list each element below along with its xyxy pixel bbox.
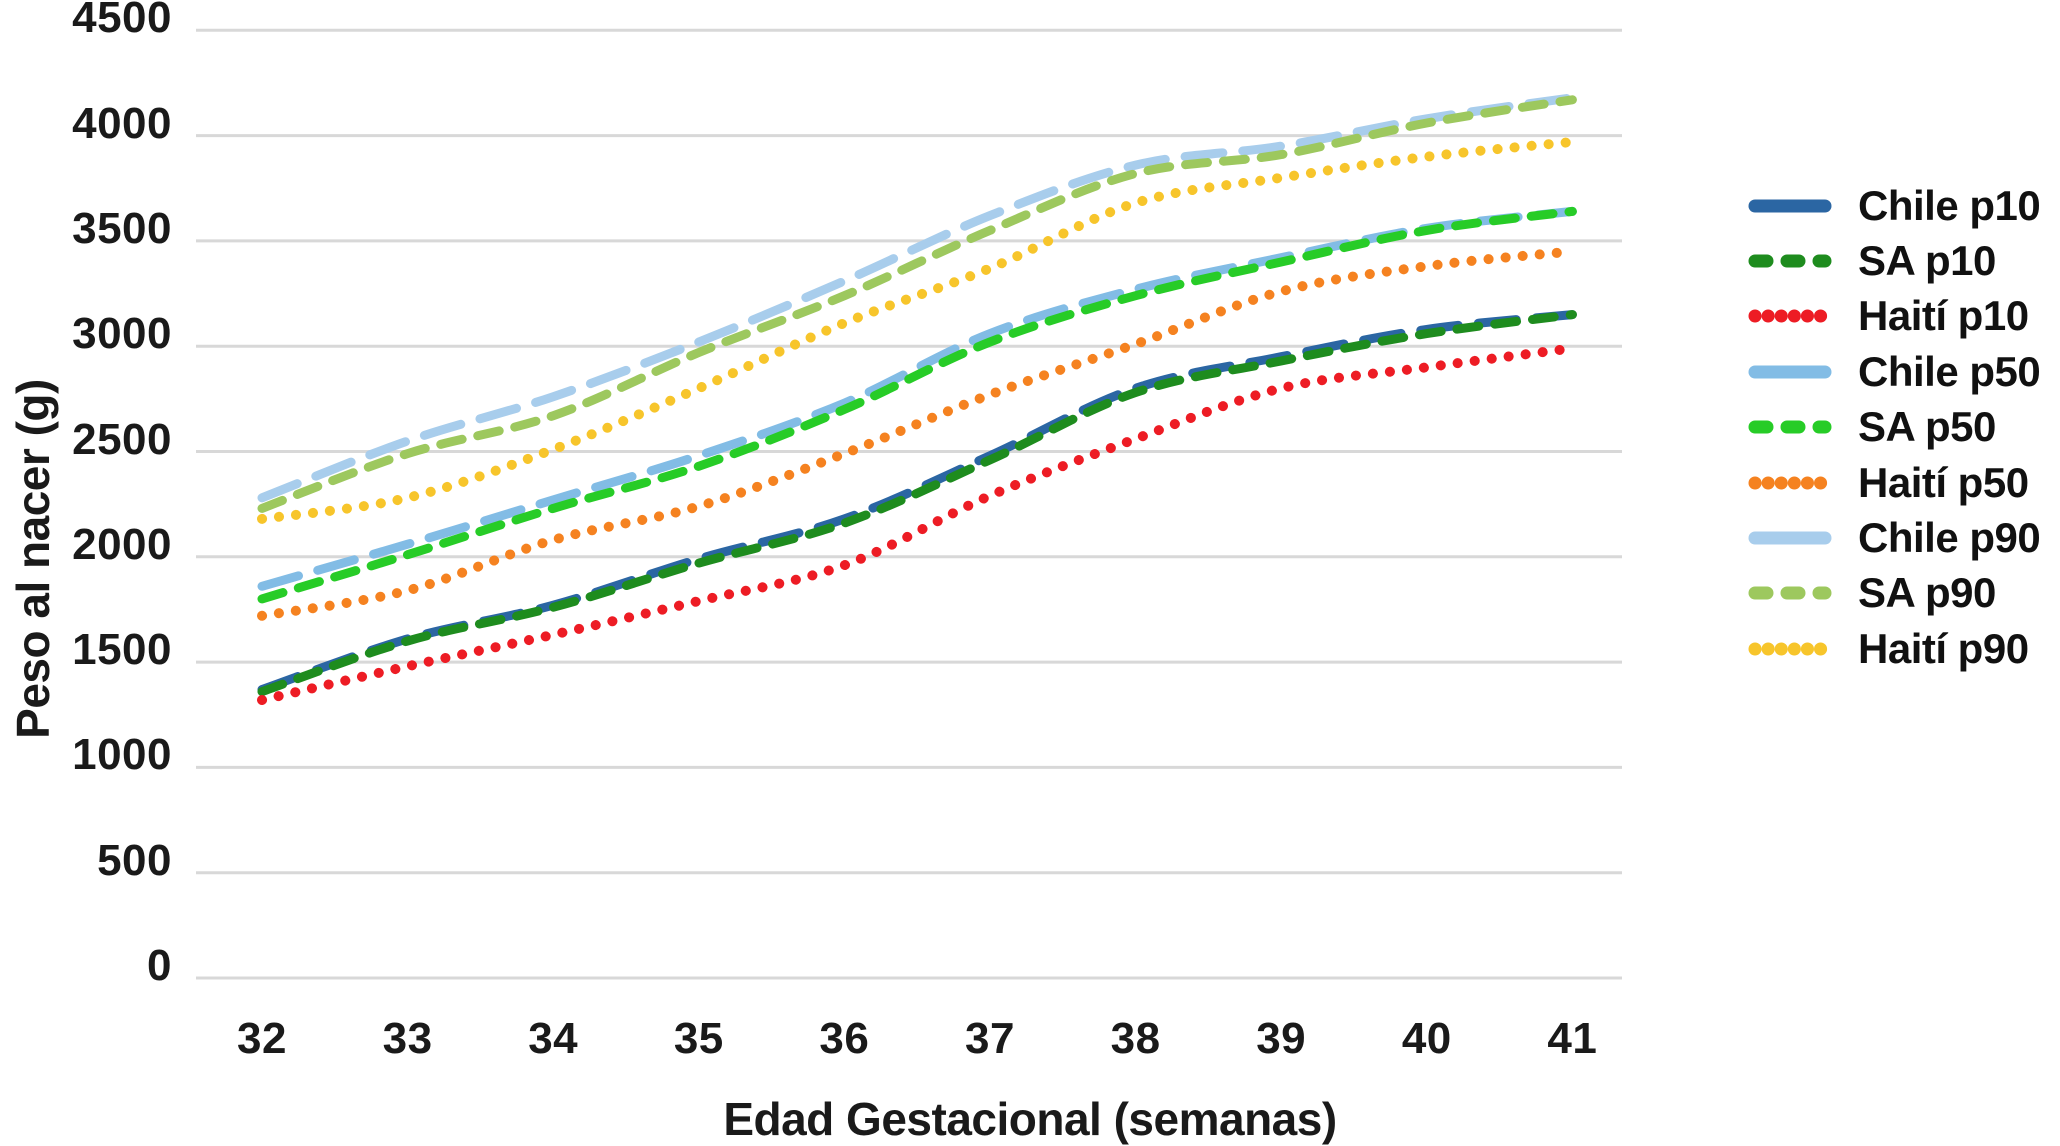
legend-label-sa-p50: SA p50 bbox=[1858, 403, 1996, 451]
x-tick-label-35: 35 bbox=[673, 1014, 724, 1063]
legend-item-sa-p10: SA p10 bbox=[1748, 233, 2040, 288]
series-path-haiti-p10 bbox=[257, 343, 1578, 705]
series-path-chile-p50 bbox=[257, 206, 1577, 591]
x-tick-label-33: 33 bbox=[382, 1014, 433, 1063]
legend-swatch-chile-p10 bbox=[1748, 199, 1832, 213]
y-tick-label-4000: 4000 bbox=[72, 98, 172, 148]
legend-swatch-haiti-p10 bbox=[1748, 309, 1832, 323]
legend: Chile p10 SA p10 Haití p10 Chile p50 SA … bbox=[1748, 178, 2041, 677]
legend-swatch-chile-p50 bbox=[1748, 365, 1832, 379]
legend-label-chile-p10: Chile p10 bbox=[1858, 181, 2041, 229]
x-tick-label-40: 40 bbox=[1401, 1014, 1452, 1063]
x-tick-label-39: 39 bbox=[1256, 1014, 1307, 1063]
series-path-sa-p50 bbox=[257, 206, 1577, 604]
legend-swatch-sa-p50 bbox=[1748, 420, 1832, 434]
legend-item-sa-p90: SA p90 bbox=[1748, 566, 2040, 621]
x-tick-label-34: 34 bbox=[528, 1014, 579, 1063]
legend-item-chile-p90: Chile p90 bbox=[1748, 510, 2041, 565]
gridlines bbox=[196, 28, 1622, 980]
y-axis-title: Peso al nacer (g) bbox=[7, 379, 59, 739]
legend-label-chile-p50: Chile p50 bbox=[1858, 347, 2041, 395]
series-path-chile-p90 bbox=[257, 93, 1577, 503]
legend-swatch-sa-p10 bbox=[1748, 254, 1832, 268]
legend-label-sa-p10: SA p10 bbox=[1858, 237, 1996, 285]
x-tick-label-41: 41 bbox=[1547, 1014, 1598, 1063]
x-tick-label-37: 37 bbox=[965, 1014, 1015, 1063]
legend-item-haiti-p10: Haití p10 bbox=[1748, 289, 2040, 344]
legend-swatch-haiti-p50 bbox=[1748, 476, 1832, 490]
legend-item-sa-p50: SA p50 bbox=[1748, 400, 2040, 455]
y-tick-label-2000: 2000 bbox=[72, 519, 172, 569]
x-axis-title: Edad Gestacional (semanas) bbox=[723, 1093, 1337, 1145]
series-path-sa-p90 bbox=[257, 95, 1577, 513]
legend-label-haiti-p90: Haití p90 bbox=[1858, 624, 2029, 672]
series-path-haiti-p90 bbox=[257, 136, 1578, 524]
legend-swatch-haiti-p90 bbox=[1748, 642, 1832, 656]
x-tick-label-38: 38 bbox=[1110, 1014, 1161, 1063]
y-tick-label-0: 0 bbox=[147, 941, 172, 990]
legend-item-haiti-p50: Haití p50 bbox=[1748, 455, 2040, 510]
legend-swatch-chile-p90 bbox=[1748, 531, 1832, 545]
legend-item-chile-p10: Chile p10 bbox=[1748, 178, 2041, 233]
y-tick-label-3000: 3000 bbox=[72, 309, 172, 359]
legend-label-haiti-p50: Haití p50 bbox=[1858, 458, 2029, 506]
series-path-haiti-p50 bbox=[257, 246, 1578, 621]
legend-label-sa-p90: SA p90 bbox=[1858, 569, 1996, 617]
legend-swatch-sa-p90 bbox=[1748, 586, 1832, 600]
y-tick-label-1500: 1500 bbox=[72, 625, 172, 675]
legend-label-haiti-p10: Haití p10 bbox=[1858, 292, 2029, 340]
legend-item-haiti-p90: Haití p90 bbox=[1748, 621, 2040, 676]
y-tick-label-3500: 3500 bbox=[72, 203, 172, 253]
series-path-sa-p10 bbox=[257, 310, 1577, 697]
legend-item-chile-p50: Chile p50 bbox=[1748, 344, 2041, 399]
y-tick-label-4500: 4500 bbox=[72, 0, 172, 43]
x-tick-label-32: 32 bbox=[237, 1014, 287, 1063]
series-lines bbox=[257, 93, 1578, 705]
x-tick-label-36: 36 bbox=[819, 1014, 870, 1063]
legend-label-chile-p90: Chile p90 bbox=[1858, 514, 2041, 562]
y-tick-label-500: 500 bbox=[97, 835, 172, 885]
y-tick-label-1000: 1000 bbox=[72, 730, 172, 780]
y-tick-label-2500: 2500 bbox=[72, 414, 172, 464]
